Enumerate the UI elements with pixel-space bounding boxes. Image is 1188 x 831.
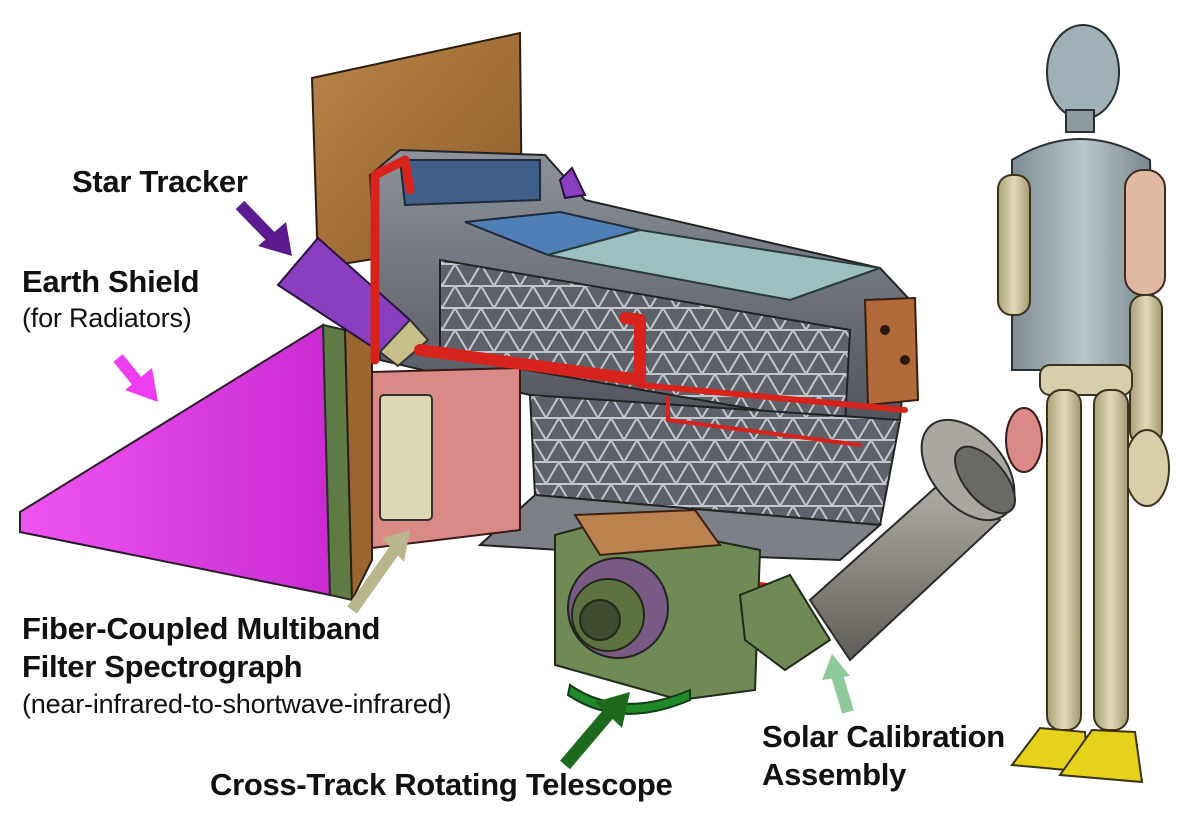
solar-calibration-tube xyxy=(808,418,1016,662)
coolant-pipe xyxy=(370,155,908,591)
earth-shield-label: Earth Shield xyxy=(22,264,200,299)
fiber-spectrograph-arrow xyxy=(347,530,410,614)
spectrograph-box xyxy=(371,366,521,550)
star-tracker-arrow xyxy=(235,200,292,256)
fiber-spectrograph-label-line2: Filter Spectrograph xyxy=(22,649,303,684)
telescope-arrow xyxy=(560,692,630,770)
telescope-label: Cross-Track Rotating Telescope xyxy=(210,767,673,802)
star-tracker-label: Star Tracker xyxy=(72,164,248,199)
earth-shield-note: (for Radiators) xyxy=(22,303,192,333)
earth-shield-arrow xyxy=(113,354,158,402)
solar-calibration-label-line2: Assembly xyxy=(762,757,907,792)
fiber-spectrograph-label-line1: Fiber-Coupled Multiband xyxy=(22,611,381,646)
human-scale-figure xyxy=(997,24,1170,784)
solar-calibration-arrow xyxy=(822,654,854,714)
telescope-housing xyxy=(554,508,832,715)
earth-shield xyxy=(19,323,354,602)
fiber-spectrograph-note: (near-infrared-to-shortwave-infrared) xyxy=(22,689,452,719)
solar-calibration-label-line1: Solar Calibration xyxy=(762,719,1005,754)
